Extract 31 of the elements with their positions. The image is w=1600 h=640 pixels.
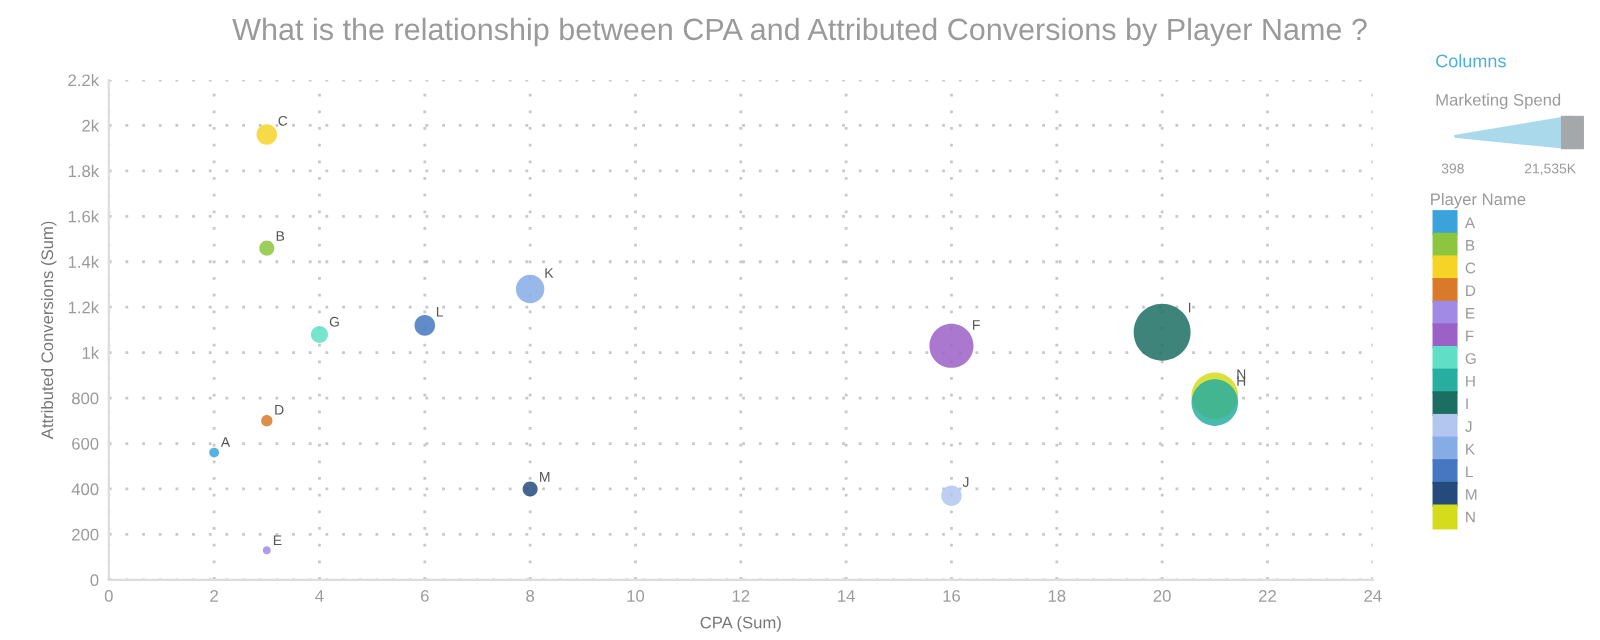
x-tick-label: 2 — [210, 590, 218, 602]
x-axis-title: CPA (Sum) — [700, 616, 781, 632]
x-tick-label: 20 — [1153, 590, 1171, 602]
y-tick-label: 2.2k — [68, 73, 100, 87]
y-tick-label: 1.4k — [68, 255, 100, 268]
text: Columns — [1436, 54, 1506, 68]
x-tick-label: 24 — [1364, 590, 1382, 602]
chart-title: What is the relationship between CPA and Attributed Conversions by Player Name ? — [232, 17, 1367, 47]
x-tick-label: 8 — [526, 590, 535, 602]
y-tick-label: 400 — [71, 483, 99, 496]
y-tick-label: 0 — [90, 574, 99, 587]
x-tick-label: 4 — [315, 590, 324, 602]
x-tick-label: 12 — [732, 590, 750, 602]
x-tick-label: 16 — [943, 590, 960, 602]
y-axis-title: Attributed Conversions (Sum) — [40, 221, 57, 440]
y-tick-label: 600 — [72, 437, 99, 450]
x-tick-label: 14 — [838, 590, 855, 602]
y-tick-label: 1.8k — [68, 164, 100, 178]
legend-title: Player Name — [1431, 192, 1526, 209]
x-tick-label: 6 — [421, 590, 429, 602]
y-tick-label: 1.2k — [68, 301, 100, 314]
y-tick-label: 200 — [72, 528, 99, 541]
y-tick-label: 1k — [82, 346, 100, 359]
y-tick-label: 2k — [82, 119, 100, 132]
text: Marketing Spend — [1436, 93, 1561, 110]
x-tick-label: 0 — [104, 590, 113, 602]
x-tick-label: 18 — [1048, 590, 1066, 602]
x-tick-label: 22 — [1259, 590, 1276, 602]
y-tick-label: 800 — [72, 392, 99, 405]
y-tick-label: 1.6k — [68, 210, 100, 223]
x-tick-label: 10 — [627, 590, 645, 602]
